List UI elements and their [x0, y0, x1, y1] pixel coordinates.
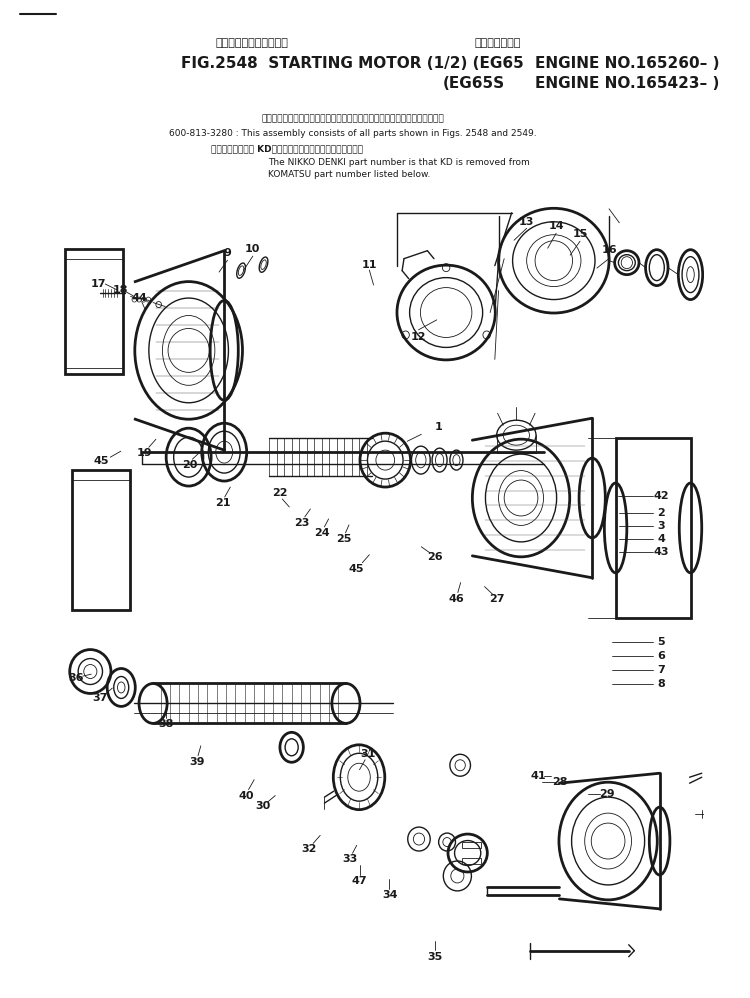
- Text: 46: 46: [448, 594, 464, 604]
- Text: 9: 9: [224, 249, 232, 258]
- Text: 29: 29: [599, 788, 614, 798]
- Text: 28: 28: [553, 776, 568, 786]
- Text: 36: 36: [68, 673, 83, 684]
- Text: 19: 19: [136, 448, 152, 458]
- Text: 40: 40: [238, 790, 254, 800]
- Text: 8: 8: [658, 679, 665, 689]
- Text: 38: 38: [158, 719, 173, 729]
- Text: 27: 27: [490, 594, 505, 604]
- Text: 14: 14: [548, 222, 564, 232]
- Bar: [462, 858, 481, 864]
- Text: 15: 15: [572, 230, 588, 240]
- Text: 45: 45: [349, 564, 364, 574]
- Text: 11: 11: [362, 260, 377, 270]
- Text: 25: 25: [337, 534, 352, 544]
- Text: 17: 17: [91, 279, 106, 289]
- Text: 43: 43: [654, 547, 669, 557]
- Text: 34: 34: [382, 890, 398, 900]
- Text: (EG65S: (EG65S: [443, 76, 506, 91]
- Text: 37: 37: [92, 693, 107, 703]
- Text: スターティング　モータ: スターティング モータ: [216, 38, 289, 48]
- Text: 26: 26: [427, 552, 443, 562]
- Text: 3: 3: [658, 521, 665, 531]
- Bar: [71, 470, 130, 610]
- Text: 22: 22: [272, 488, 287, 498]
- Text: 16: 16: [602, 246, 617, 255]
- Bar: [616, 438, 691, 618]
- Text: 2: 2: [658, 508, 665, 518]
- Text: 6: 6: [658, 652, 665, 662]
- Text: ENGINE NO.165423– ): ENGINE NO.165423– ): [535, 76, 719, 91]
- Text: 35: 35: [427, 952, 443, 962]
- Text: 13: 13: [519, 218, 534, 228]
- Text: 47: 47: [352, 876, 368, 886]
- Text: 24: 24: [314, 528, 329, 538]
- Text: 10: 10: [245, 245, 260, 254]
- Text: 20: 20: [182, 460, 197, 470]
- Text: 18: 18: [113, 285, 128, 295]
- Text: FIG.2548  STARTING MOTOR (1/2) (EG65: FIG.2548 STARTING MOTOR (1/2) (EG65: [182, 56, 524, 71]
- Text: 44: 44: [131, 293, 147, 303]
- Text: 適　用　号　機: 適 用 号 機: [475, 38, 520, 48]
- Text: 45: 45: [93, 456, 109, 466]
- Text: 4: 4: [658, 534, 665, 544]
- Text: KOMATSU part number listed below.: KOMATSU part number listed below.: [268, 171, 430, 180]
- Text: 600-813-3280 : This assembly consists of all parts shown in Figs. 2548 and 2549.: 600-813-3280 : This assembly consists of…: [169, 129, 536, 138]
- Text: 5: 5: [658, 638, 665, 648]
- Text: 42: 42: [654, 491, 669, 501]
- Text: このアセンブリの構成部品は第２５４８図および第２５４９図を含みます。: このアセンブリの構成部品は第２５４８図および第２５４９図を含みます。: [261, 115, 444, 124]
- Text: 33: 33: [342, 854, 357, 864]
- Text: 12: 12: [411, 331, 426, 341]
- Text: 30: 30: [256, 800, 271, 810]
- Text: 39: 39: [189, 756, 204, 766]
- Text: 32: 32: [302, 844, 316, 854]
- Text: 31: 31: [360, 748, 376, 758]
- Text: 7: 7: [658, 666, 665, 676]
- Text: The NIKKO DENKI part number is that KD is removed from: The NIKKO DENKI part number is that KD i…: [268, 159, 530, 168]
- Bar: [462, 842, 481, 848]
- Text: 1: 1: [434, 422, 442, 432]
- Text: 品番のメーカ記号 KDを除いたものが日興電機の品番です。: 品番のメーカ記号 KDを除いたものが日興電機の品番です。: [211, 145, 363, 154]
- Text: 41: 41: [530, 770, 546, 780]
- Text: 21: 21: [215, 498, 231, 508]
- Text: ENGINE NO.165260– ): ENGINE NO.165260– ): [535, 56, 719, 71]
- Text: 23: 23: [294, 518, 310, 528]
- Bar: [65, 249, 123, 374]
